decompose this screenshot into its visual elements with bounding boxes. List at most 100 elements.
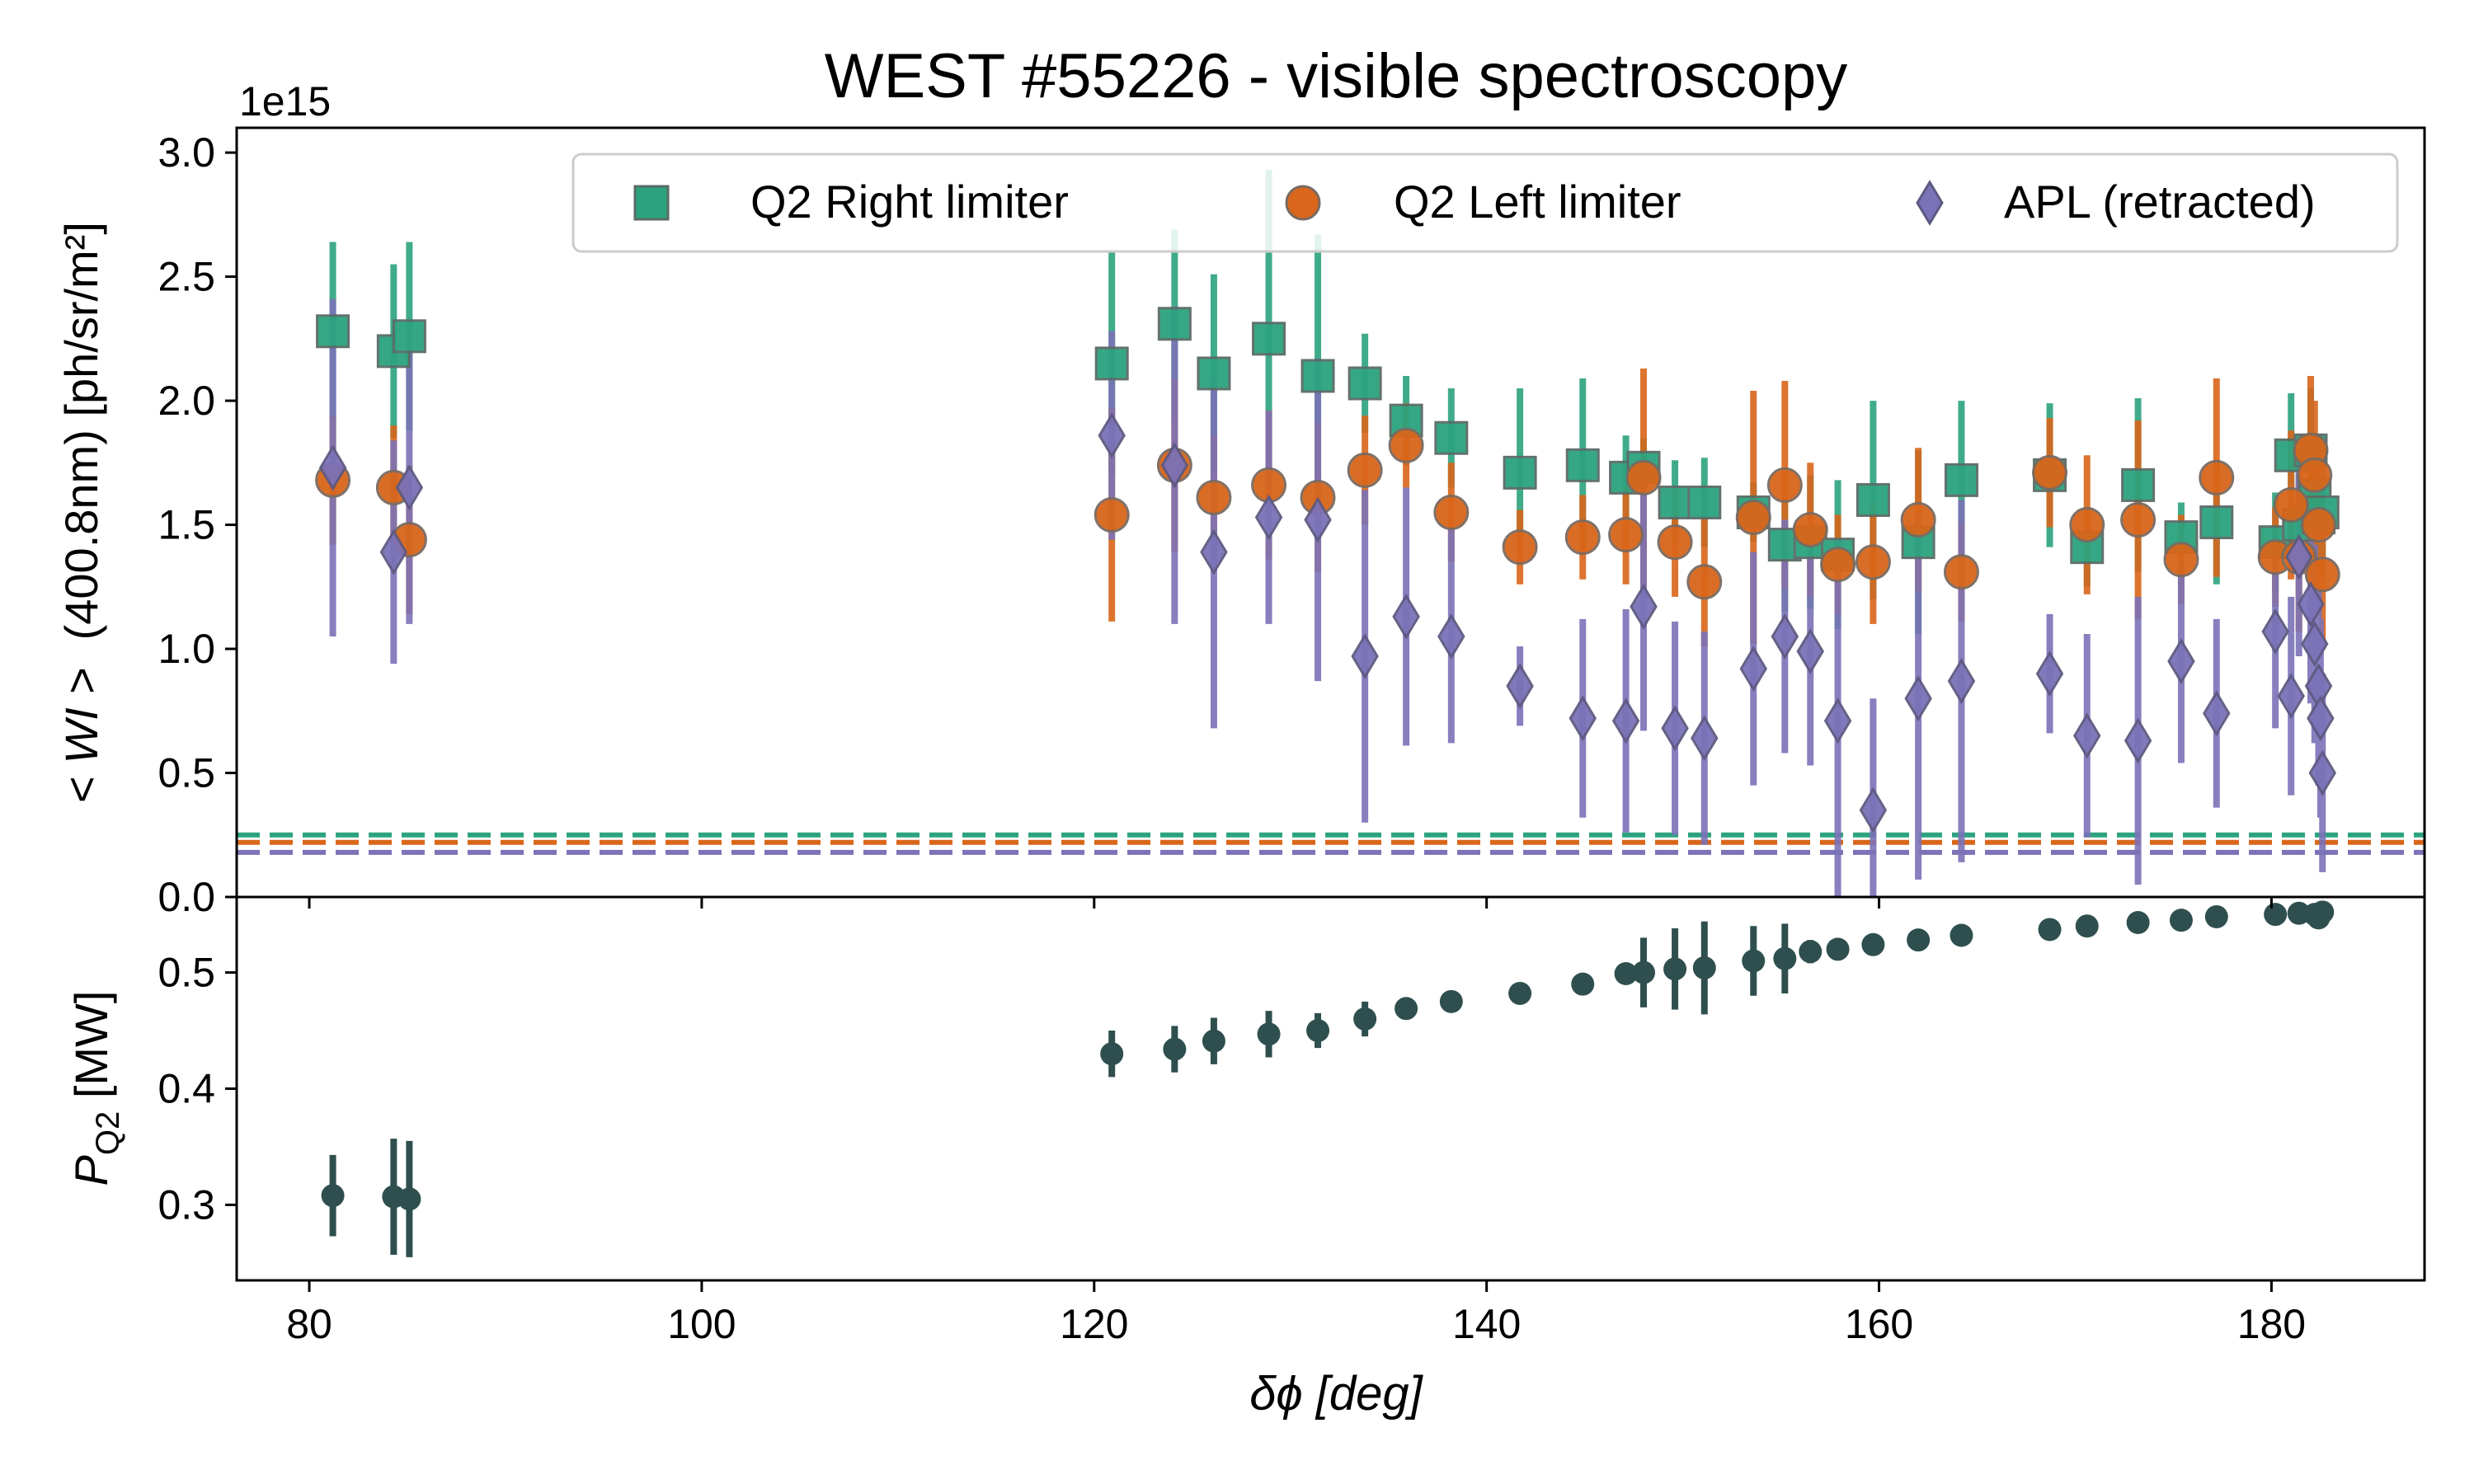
data-point — [392, 319, 426, 354]
data-point — [2273, 486, 2309, 523]
y-tick-label: 0.5 — [158, 750, 215, 796]
data-point — [1254, 494, 1283, 541]
data-point — [1826, 937, 1850, 961]
data-point — [1796, 628, 1825, 674]
data-point — [1663, 957, 1687, 981]
y-offset-label: 1e15 — [239, 78, 331, 124]
data-point — [2264, 903, 2288, 927]
data-point — [1856, 482, 1890, 517]
data-point — [1739, 646, 1768, 693]
top-y-axis-label: < WI > (400.8nm) [ph/sr/m²] — [55, 222, 107, 804]
markers-square — [316, 307, 2340, 572]
svg-text:PQ2 [MW]: PQ2 [MW] — [65, 991, 126, 1186]
data-point — [2035, 650, 2064, 697]
data-point — [1502, 529, 1538, 566]
x-axis-label: δϕ [deg] — [1249, 1367, 1423, 1421]
data-point — [1630, 583, 1658, 630]
bottom-plot-area — [321, 900, 2335, 1257]
data-point — [1433, 495, 1470, 530]
data-point — [1508, 981, 1532, 1005]
data-point — [1657, 524, 1693, 561]
data-point — [1257, 1022, 1281, 1046]
x-tick-label: 180 — [2237, 1301, 2306, 1347]
data-point — [397, 1187, 421, 1211]
data-point — [1094, 346, 1129, 381]
data-point — [1437, 613, 1465, 660]
legend: Q2 Right limiter Q2 Left limiter APL (retr… — [571, 153, 2399, 253]
data-point — [1157, 307, 1192, 341]
data-point — [1687, 485, 1722, 519]
y-tick-label: 1.5 — [158, 502, 215, 548]
data-point — [1861, 932, 1885, 956]
data-point — [2261, 608, 2289, 655]
data-point — [2121, 467, 2156, 502]
data-point — [2277, 673, 2305, 720]
data-point — [1823, 697, 1852, 744]
data-point — [1855, 544, 1891, 580]
x-tick-label: 80 — [286, 1301, 332, 1347]
data-point — [1564, 519, 1601, 556]
y-label-suffix: (400.8nm) [ph/sr/m²] — [55, 222, 107, 640]
y-tick-label: 3.0 — [158, 129, 215, 176]
data-point — [1611, 697, 1640, 744]
data-point — [2167, 638, 2195, 684]
data-point — [2169, 909, 2193, 932]
y-tick-label: 1.0 — [158, 626, 215, 672]
markers-diamond — [318, 412, 2337, 834]
data-point — [1160, 442, 1189, 489]
data-point — [1439, 989, 1463, 1013]
data-point — [1200, 528, 1228, 575]
data-point — [1799, 940, 1823, 964]
legend-marker-square — [633, 185, 670, 221]
data-point — [395, 464, 424, 511]
y-label-unit: [MW] — [65, 991, 117, 1111]
data-point — [316, 314, 350, 349]
data-point — [1304, 496, 1332, 543]
top-panel: 0.0 0.5 1.0 1.5 2.0 2.5 3.0 — [158, 126, 2426, 920]
data-point — [1773, 946, 1797, 970]
data-point — [1944, 463, 1978, 497]
legend-marker-diamond — [1916, 180, 1944, 226]
data-point — [379, 528, 408, 575]
data-point — [1766, 467, 1803, 503]
data-point — [1571, 972, 1595, 996]
data-point — [2199, 505, 2234, 540]
legend-label: APL (retracted) — [2004, 176, 2316, 228]
data-point — [2075, 914, 2099, 938]
x-tick-label: 140 — [1452, 1301, 1521, 1347]
svg-text:< WI > (400.8nm) [ph/sr/: < WI > (400.8nm) [ph/sr/m²] — [55, 222, 107, 804]
data-point — [1388, 427, 1424, 463]
data-point — [1904, 675, 1932, 722]
legend-label: Q2 Left limiter — [1394, 176, 1681, 228]
data-point — [1735, 500, 1771, 536]
data-point — [2301, 621, 2329, 667]
data-point — [1820, 547, 1856, 583]
data-point — [1098, 412, 1126, 459]
data-point — [1686, 564, 1723, 600]
power-series — [321, 900, 2335, 1257]
data-point — [2126, 911, 2150, 934]
data-point — [1094, 497, 1130, 533]
top-y-axis: 0.0 0.5 1.0 1.5 2.0 2.5 3.0 — [158, 129, 237, 920]
data-point — [321, 1184, 345, 1208]
data-point — [1771, 613, 1799, 660]
bottom-axes-frame — [235, 895, 2426, 1282]
data-point — [318, 444, 347, 491]
data-point — [2308, 749, 2337, 796]
data-point — [1306, 1019, 1330, 1043]
y-label-main: P — [65, 1155, 117, 1186]
data-point — [1202, 1029, 1225, 1053]
y-label-sub: Q2 — [90, 1111, 126, 1155]
legend-box — [571, 153, 2399, 253]
data-point — [2069, 507, 2105, 543]
data-point — [1395, 997, 1418, 1021]
data-point — [2307, 695, 2335, 742]
data-point — [1608, 517, 1644, 553]
data-point — [2204, 904, 2228, 928]
data-point — [1907, 928, 1931, 952]
y-tick-label: 0.0 — [158, 874, 215, 920]
data-point — [2203, 690, 2231, 737]
data-point — [1506, 663, 1534, 710]
data-point — [1197, 356, 1231, 391]
data-point — [2297, 457, 2333, 493]
